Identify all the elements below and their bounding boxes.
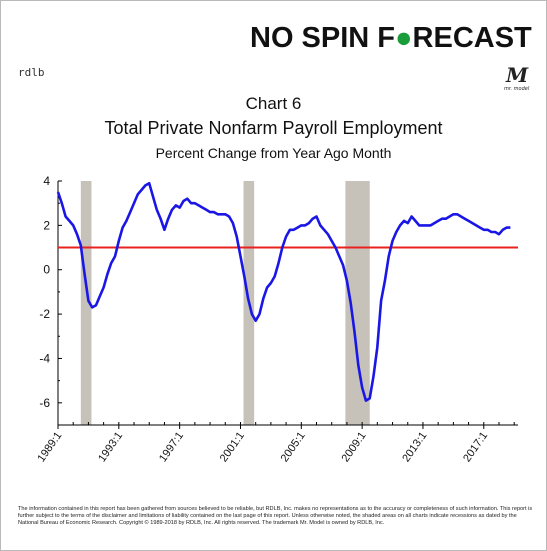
line-chart: 4 2 0 -2 -4 -6 1989:1 1993:1 1997:1 2001:1 2005:1 2… [35, 174, 518, 464]
y-tick-label-5: -6 [39, 396, 50, 410]
brand-logo-text-part2: RECAST [412, 22, 532, 54]
mr-model-mark: M [505, 63, 529, 87]
y-tick-label-1: 2 [43, 218, 50, 232]
x-tick-label-6: 2013:1 [400, 430, 429, 464]
x-tick-label-4: 2005:1 [279, 430, 308, 464]
x-tick-label-0: 1989:1 [35, 430, 64, 464]
chart-title: Chart 6 [245, 94, 302, 113]
y-tick-label-3: -2 [39, 307, 50, 321]
recession-band-2 [345, 181, 370, 425]
x-tick-label-3: 2001:1 [218, 430, 247, 464]
rdlb-logo: rdlb [18, 67, 45, 78]
rdlb-logo-text: rdlb [18, 66, 45, 79]
brand-logo: NO SPIN F●RECAST [250, 22, 532, 55]
y-tick-label-2: 0 [43, 263, 50, 277]
mr-model-logo: M mr. model [504, 63, 530, 92]
x-tick-label-2: 1997:1 [157, 430, 186, 464]
series-line-0 [56, 181, 511, 402]
x-tick-label-1: 1993:1 [96, 430, 125, 464]
y-tick-label-4: -4 [39, 351, 50, 365]
y-tick-label-0: 4 [43, 174, 50, 188]
chart-subtitle2: Percent Change from Year Ago Month [155, 145, 392, 161]
mr-model-mark-sub: mr. model [504, 86, 530, 92]
brand-logo-o-icon: ● [395, 22, 413, 54]
disclaimer-text: The information contained in this report… [18, 506, 533, 527]
x-tick-label-5: 2009:1 [339, 430, 368, 464]
chart-subtitle: Total Private Nonfarm Payroll Employment [104, 118, 443, 138]
x-tick-label-7: 2017:1 [461, 430, 490, 464]
brand-logo-text-part1: NO SPIN F [250, 22, 396, 54]
recession-band-0 [80, 181, 92, 425]
